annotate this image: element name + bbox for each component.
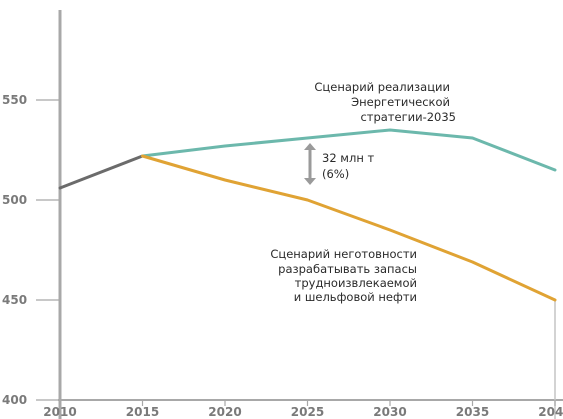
data-point-unready [388,228,392,232]
series-line-unready [141,154,557,302]
y-tick-label: 450 [2,293,27,307]
series-line-history [58,154,144,190]
annotations: Сценарий реализацииЭнергетическойстратег… [270,80,456,304]
data-point-unready [141,154,144,158]
strategy-label-line: стратегии-2035 [360,110,456,124]
gap-label-line: 32 млн т [322,151,374,165]
unready-label-line: разрабатывать запасы [278,262,417,276]
y-tick-label: 400 [2,393,27,407]
data-point-strategy [306,136,309,140]
data-point-strategy [388,128,392,132]
gap-arrow-up-icon [304,143,316,150]
data-point-history [58,186,62,190]
series-line-strategy [141,128,557,172]
axes: 400 450 500 550 2010 2015 2020 2025 2030 2035 2040 [2,10,563,419]
unready-label-line: и шельфовой нефти [294,290,417,304]
x-tick-label: 2020 [208,405,241,419]
gap-label-line: (6%) [322,167,349,181]
data-point-unready [223,178,227,182]
strategy-label-line: Энергетической [351,95,450,109]
data-point-unready [553,298,557,302]
y-tick-label: 500 [2,193,27,207]
unready-label-line: трудноизвлекаемой [295,276,417,290]
x-tick-label: 2025 [291,405,324,419]
unready-label-line: Сценарий неготовности [270,247,417,261]
x-tick-label: 2040 [538,405,563,419]
y-tick-label: 550 [2,93,27,107]
data-point-strategy [471,136,474,140]
data-point-strategy [223,144,227,148]
x-tick-label: 2030 [373,405,406,419]
data-point-unready [306,198,309,202]
data-point-unready [471,260,474,264]
x-tick-label: 2035 [456,405,489,419]
series-lines [58,128,557,302]
gap-arrow-down-icon [304,178,316,185]
x-tick-label: 2015 [126,405,159,419]
x-tick-label: 2010 [43,405,76,419]
strategy-label-line: Сценарий реализации [314,80,450,94]
data-point-strategy [553,168,557,172]
